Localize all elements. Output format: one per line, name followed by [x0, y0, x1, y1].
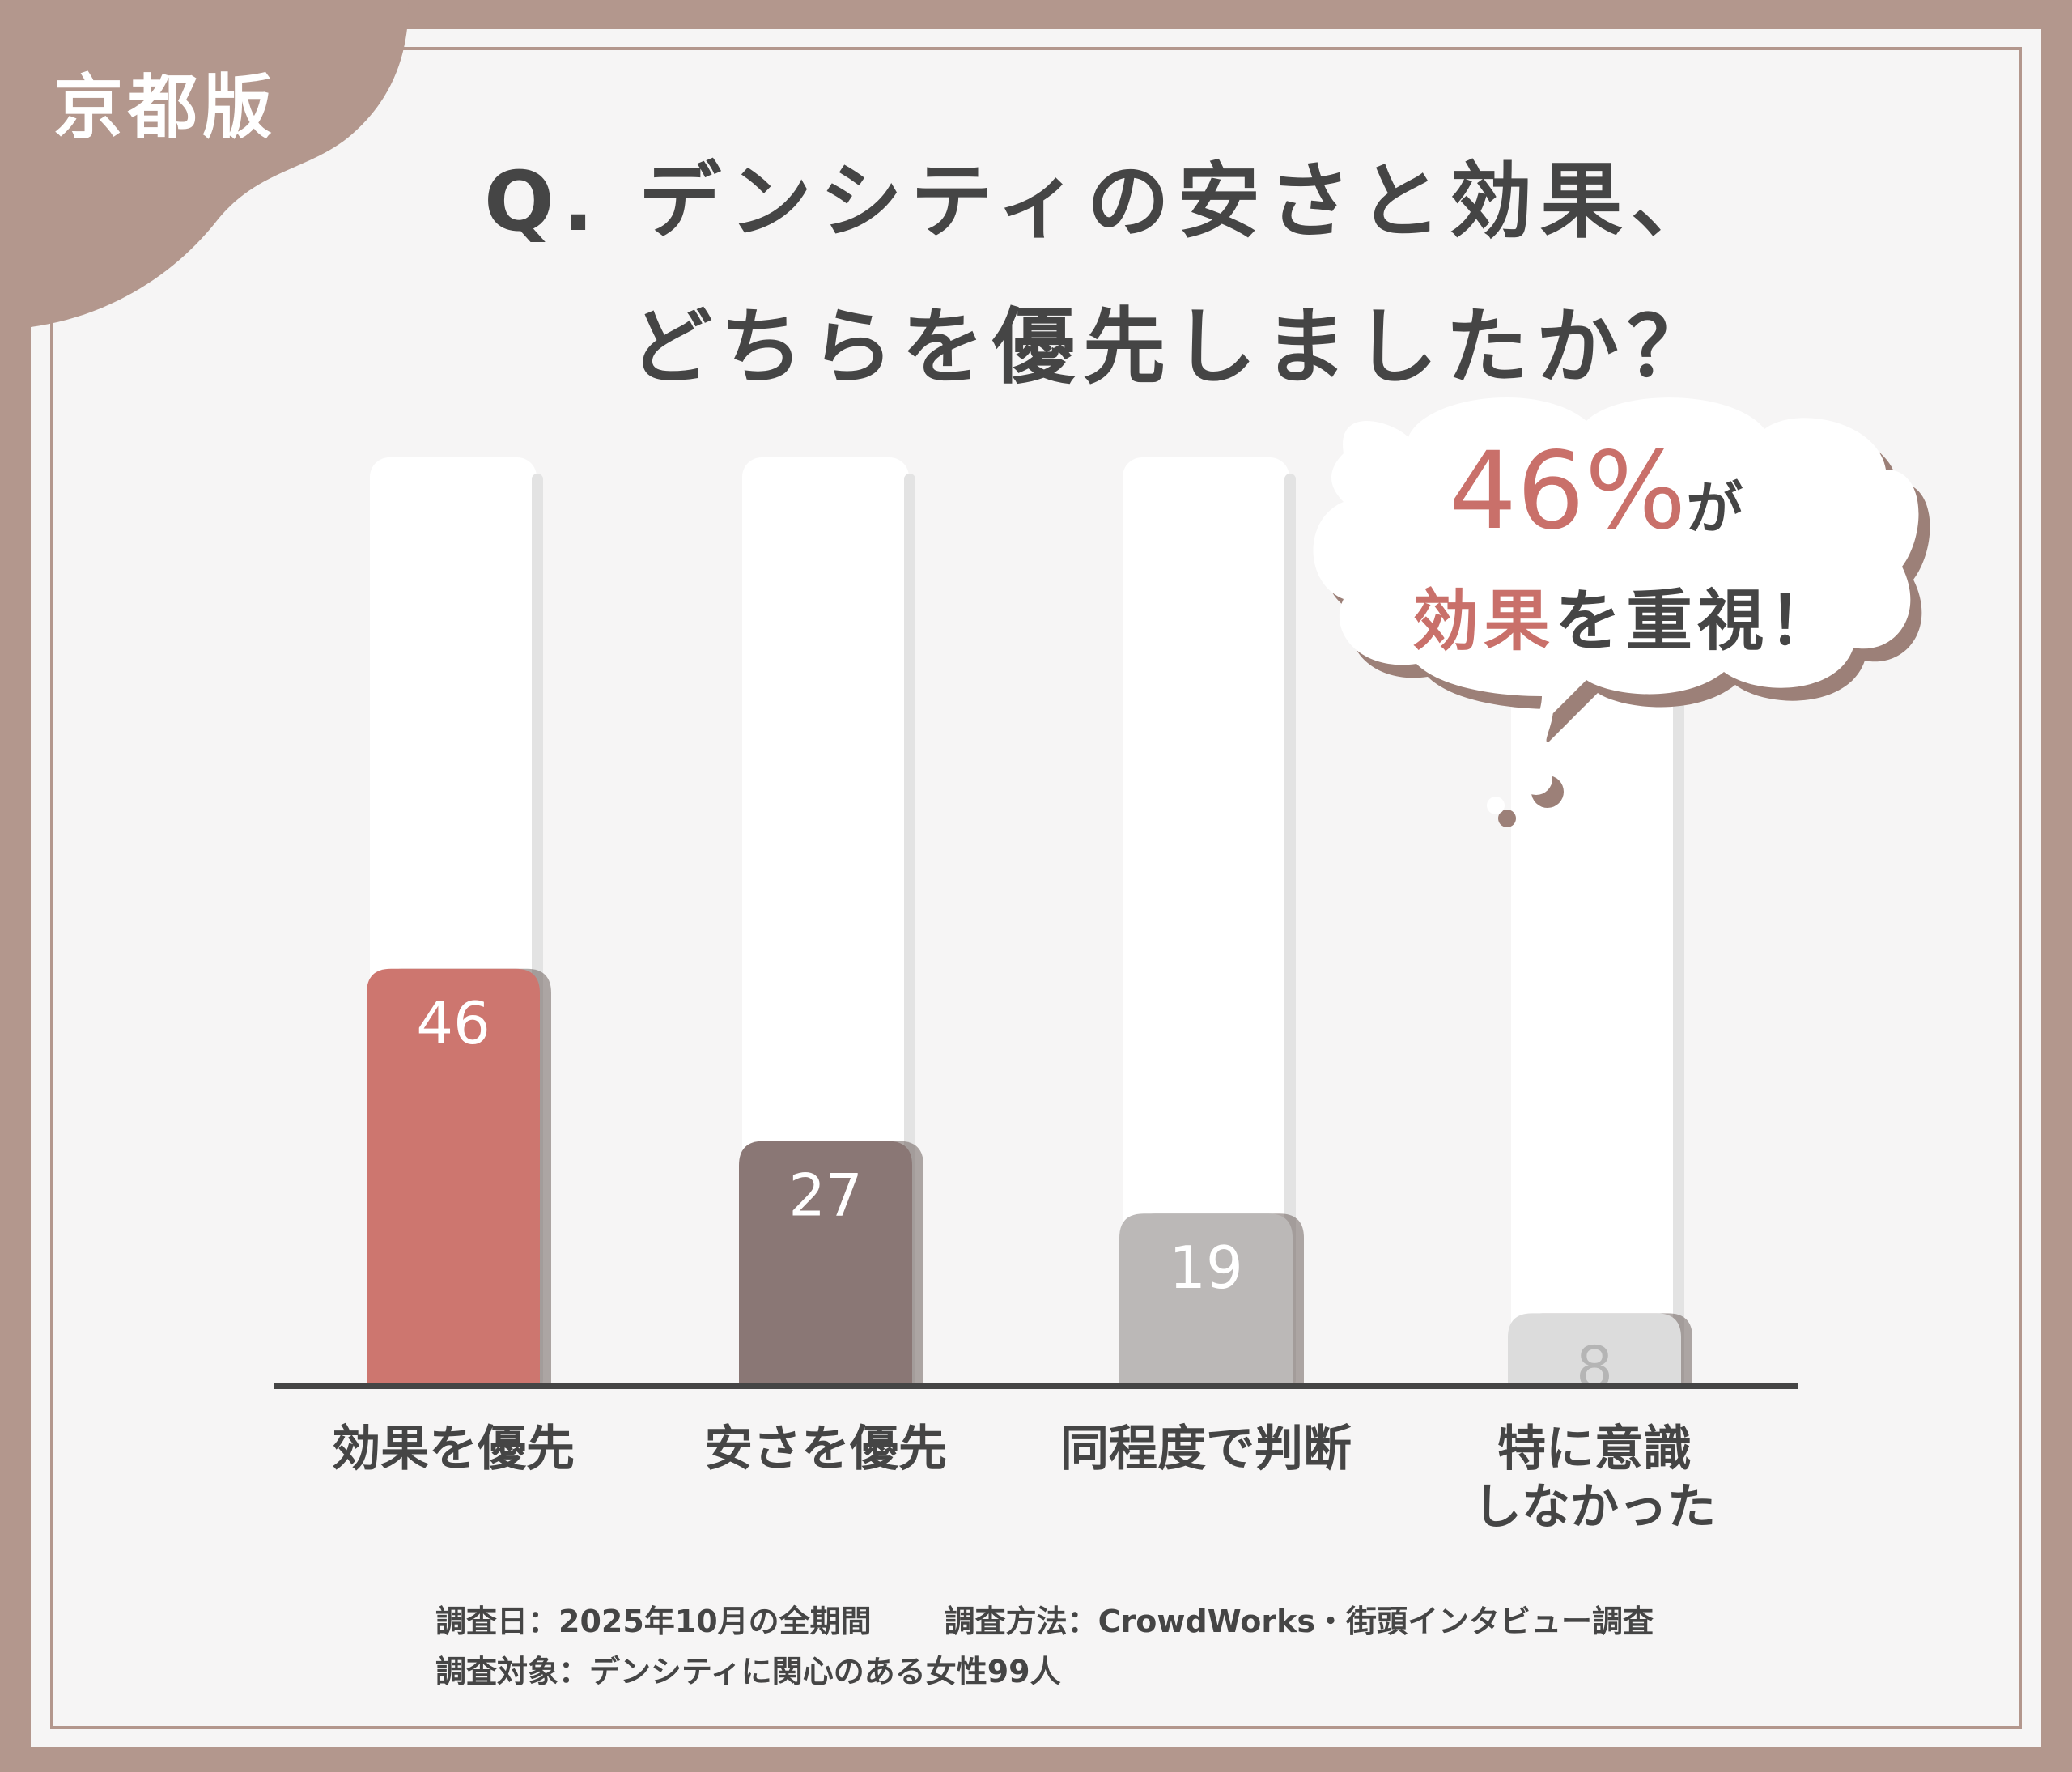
page-title: Q. デンシティの安さと効果、 どちらを優先しましたか？	[484, 130, 1722, 421]
survey-method: 調査方法：CrowdWorks・街頭インタビュー調査	[944, 1604, 1654, 1639]
bar-track-shadow-3	[1284, 474, 1296, 1386]
card-border	[50, 47, 2022, 1729]
survey-date: 調査日：2025年10月の全期間	[435, 1604, 872, 1639]
callout-percent-line: 46%が	[1449, 429, 1934, 554]
callout-emphasis: 効果	[1412, 583, 1556, 660]
region-badge: 京都版	[53, 67, 277, 148]
data-label-2: 27	[788, 1162, 863, 1230]
bar-4	[1508, 1313, 1681, 1386]
callout-rest: を重視！	[1555, 583, 1841, 660]
category-label-4: 特に意識しなかった	[1473, 1421, 1716, 1536]
bar-2	[739, 1141, 912, 1386]
category-label-1: 効果を優先	[332, 1421, 575, 1477]
callout-particle: が	[1686, 475, 1743, 542]
category-label-2: 安さを優先	[704, 1421, 947, 1477]
callout-message: 効果を重視！	[1412, 567, 1840, 663]
bar-1	[367, 968, 540, 1386]
survey-target: 調査対象：デンシティに関心のある女性99人	[435, 1654, 1061, 1689]
title-line-2: どちらを優先しましたか？	[630, 300, 1717, 396]
data-label-1: 46	[416, 989, 490, 1057]
bar-track-3	[1123, 457, 1289, 1386]
x-axis-baseline	[274, 1383, 1798, 1389]
data-label-4: 8	[1576, 1333, 1613, 1401]
corner-badge-shape	[0, 0, 409, 327]
data-label-3: 19	[1169, 1234, 1243, 1302]
title-line-1: Q. デンシティの安さと効果、	[484, 154, 1722, 250]
card	[31, 29, 2041, 1747]
category-label-3: 同程度で判断	[1060, 1421, 1352, 1477]
bar-3	[1119, 1213, 1293, 1386]
survey-footer: 調査日：2025年10月の全期間 調査方法：CrowdWorks・街頭インタビュー…	[435, 1596, 1654, 1697]
callout-percent: 46%	[1449, 429, 1687, 554]
